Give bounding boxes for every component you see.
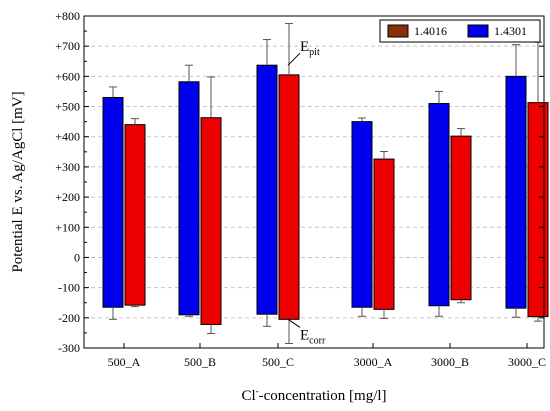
annotation-base: E [300,39,309,55]
x-tick-label: 3000_C [508,355,546,369]
annotation-leader [287,52,301,66]
x-tick-label: 3000_A [354,355,393,369]
y-tick-label: 0 [74,250,80,264]
y-tick-label: +200 [55,190,80,204]
legend-label: 1.4301 [494,24,527,38]
legend-box [379,19,541,43]
legend-swatch [387,24,409,38]
annotation-sub: corr [309,335,326,346]
y-tick-label: +100 [55,220,80,234]
annotation-sub: pit [309,47,320,58]
x-axis: 500_A 500_B 500_C 3000_A 3000_B 3000_C [108,343,546,369]
bar [200,117,222,325]
annotation-label: Epit [300,39,320,58]
x-tick-label: 500_B [184,355,216,369]
x-axis-title-main: Cl [241,388,255,404]
error-bars [109,23,542,344]
x-axis-title-rest: -concentration [mg/l] [259,388,387,404]
bar [527,102,549,318]
plot-frame [83,15,545,349]
bar [373,158,395,310]
bar [351,121,373,308]
annotation-base: E [300,327,309,343]
bar [278,74,300,320]
y-tick-label: +700 [55,39,80,53]
legend-label: 1.4016 [414,24,447,38]
x-axis-title: Cl--concentration [mg/l] [241,386,386,404]
y-tick-label: +500 [55,100,80,114]
y-tick-label: +800 [55,9,80,23]
x-tick-label: 3000_B [431,355,469,369]
y-axis: -300 -200 -100 0 +100 +200 +300 +400 +500 +600 +70… [55,9,544,355]
x-axis-title-sup: - [256,386,259,396]
x-tick-label: 500_A [108,355,141,369]
annotation-leader [287,318,301,328]
legend: 1.4016 1.4301 [379,19,541,43]
y-tick-label: +600 [55,69,80,83]
bars [102,64,549,325]
bar [450,135,472,301]
y-tick-label: +300 [55,160,80,174]
bar [505,75,527,309]
bar [124,124,146,306]
bar [102,96,124,308]
annotation-label: Ecorr [300,327,326,346]
y-tick-label: +400 [55,130,80,144]
legend-swatch [467,24,489,38]
bar [256,64,278,315]
y-tick-label: -100 [58,281,80,295]
y-axis-title: Potential E vs. Ag/AgCl [mV] [10,91,26,272]
x-tick-label: 500_C [262,355,294,369]
bar [178,81,200,316]
grid-lines [84,45,544,319]
y-tick-label: -300 [58,341,80,355]
y-tick-label: -200 [58,311,80,325]
bar [428,103,450,307]
